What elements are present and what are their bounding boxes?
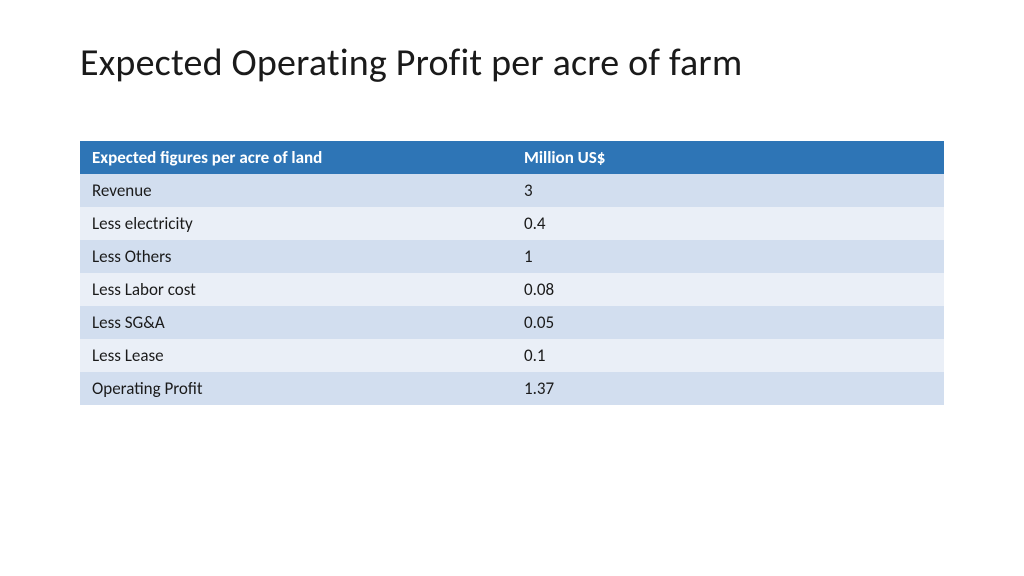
row-label: Less SG&A	[80, 306, 512, 339]
row-value: 1.37	[512, 372, 944, 405]
table-header-row: Expected figures per acre of land Millio…	[80, 141, 944, 174]
table-row: Less Lease0.1	[80, 339, 944, 372]
row-value: 0.08	[512, 273, 944, 306]
table-row: Less electricity0.4	[80, 207, 944, 240]
table-row: Less SG&A0.05	[80, 306, 944, 339]
table-row: Operating Profit1.37	[80, 372, 944, 405]
row-label: Less electricity	[80, 207, 512, 240]
table-row: Revenue3	[80, 174, 944, 207]
row-value: 1	[512, 240, 944, 273]
table-row: Less Labor cost0.08	[80, 273, 944, 306]
row-label: Less Lease	[80, 339, 512, 372]
table-row: Less Others1	[80, 240, 944, 273]
table-header-cell: Expected figures per acre of land	[80, 141, 512, 174]
table-body: Revenue3Less electricity0.4Less Others1L…	[80, 174, 944, 405]
row-label: Less Others	[80, 240, 512, 273]
row-value: 0.4	[512, 207, 944, 240]
row-value: 0.05	[512, 306, 944, 339]
row-value: 3	[512, 174, 944, 207]
row-label: Operating Profit	[80, 372, 512, 405]
page-title: Expected Operating Profit per acre of fa…	[80, 40, 944, 86]
row-label: Revenue	[80, 174, 512, 207]
row-label: Less Labor cost	[80, 273, 512, 306]
slide-container: Expected Operating Profit per acre of fa…	[0, 0, 1024, 576]
profit-table: Expected figures per acre of land Millio…	[80, 141, 944, 405]
row-value: 0.1	[512, 339, 944, 372]
table-header-cell: Million US$	[512, 141, 944, 174]
